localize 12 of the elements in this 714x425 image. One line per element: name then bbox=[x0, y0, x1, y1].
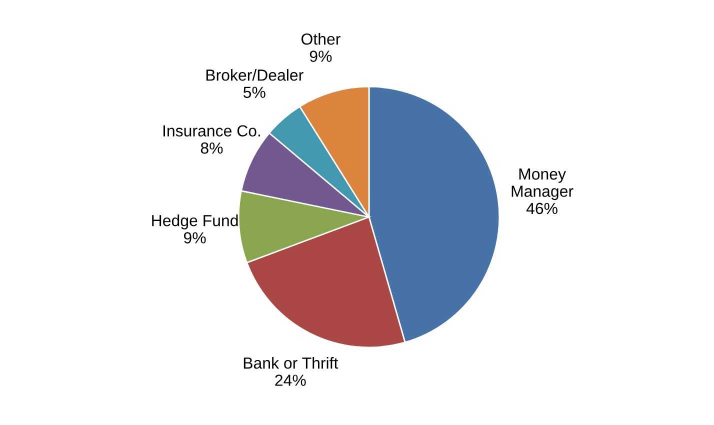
data-label: 46% bbox=[526, 202, 558, 214]
slice-label: Money Manager bbox=[512, 168, 574, 200]
data-label: 5% bbox=[243, 86, 266, 98]
slice-label: Broker/Dealer bbox=[206, 69, 304, 81]
data-label: 9% bbox=[184, 232, 206, 244]
slice-label: Hedge Fund bbox=[152, 214, 238, 230]
data-label: 8% bbox=[200, 142, 223, 154]
slice-label: Bank or Thrift bbox=[244, 357, 338, 369]
data-label: 9% bbox=[310, 50, 332, 62]
data-label: 24% bbox=[275, 374, 306, 386]
slice-label: Other bbox=[302, 33, 340, 45]
slice-label: Insurance Co. bbox=[163, 125, 260, 137]
